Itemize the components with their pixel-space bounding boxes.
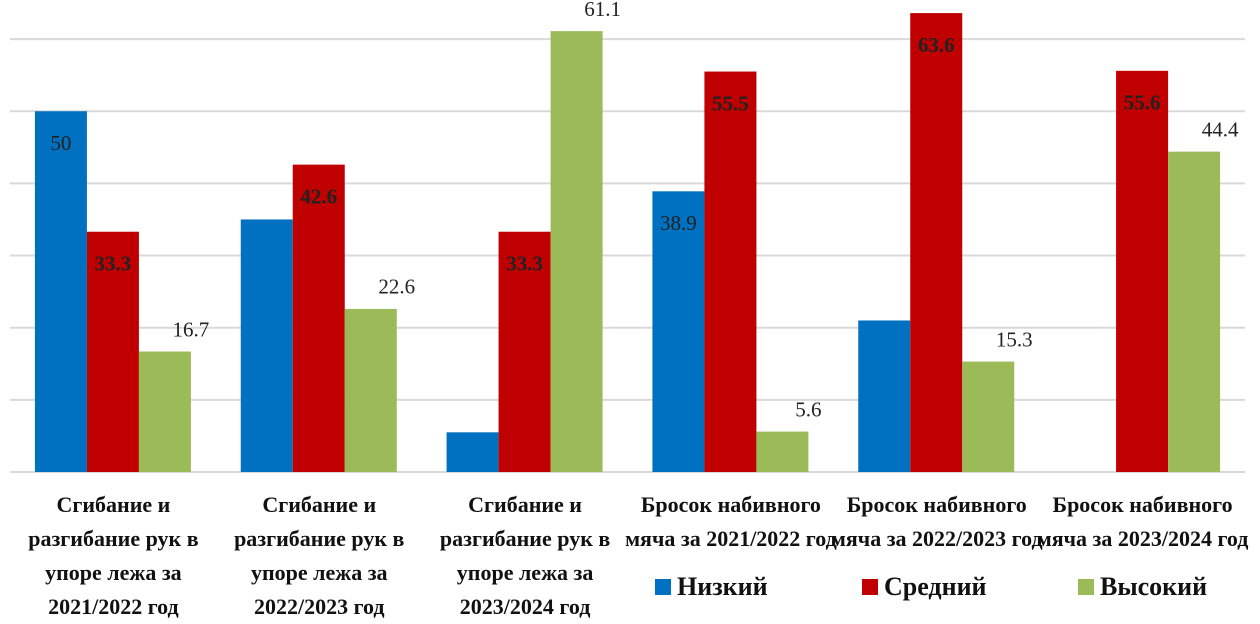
data-label: 5.6: [795, 397, 821, 421]
data-label: 33.3: [506, 252, 543, 276]
data-label: 55.6: [1124, 91, 1161, 115]
bar: [344, 308, 397, 472]
data-label: 38.9: [660, 211, 697, 235]
data-label: 15.3: [996, 327, 1033, 351]
data-label: 22.6: [378, 275, 415, 299]
bar: [446, 432, 499, 472]
x-tick-label: Бросок набивного мяча за 2022/2023 год: [830, 492, 1043, 551]
bar: [1116, 70, 1169, 472]
bar: [962, 361, 1015, 472]
data-label: 33.3: [95, 252, 132, 276]
legend-swatch: [862, 579, 878, 595]
bar: [550, 31, 603, 472]
legend-item: Низкий: [655, 572, 768, 602]
legend-label: Низкий: [677, 572, 768, 601]
data-label: 50: [50, 131, 71, 155]
bar: [138, 351, 191, 472]
bar: [292, 164, 345, 472]
legend-item: Средний: [862, 572, 987, 602]
bar: [858, 320, 911, 472]
bar: [86, 231, 139, 472]
bar: [910, 13, 963, 473]
legend-label: Высокий: [1100, 572, 1208, 601]
bar: [756, 431, 809, 472]
legend-item: Высокий: [1078, 572, 1207, 602]
legend-label: Средний: [884, 572, 987, 601]
x-tick-label: Сгибание и разгибание рук в упоре лежа з…: [28, 492, 199, 619]
bar: [240, 219, 293, 472]
bar: [1168, 151, 1221, 473]
bar: [498, 231, 551, 472]
legend-swatch: [1078, 579, 1094, 595]
x-tick-label: Сгибание и разгибание рук в упоре лежа з…: [234, 492, 405, 619]
x-tick-label: Бросок набивного мяча за 2021/2022 год: [625, 492, 837, 551]
data-label: 55.5: [712, 91, 749, 115]
data-label: 63.6: [918, 33, 955, 57]
bar: [704, 71, 757, 473]
x-tick-label: Сгибание и разгибание рук в упоре лежа з…: [439, 492, 611, 619]
x-tick-label: Бросок набивного мяча за 2023/2024 год: [1036, 492, 1249, 551]
bar: [652, 191, 705, 472]
data-label: 44.4: [1202, 117, 1239, 141]
data-label: 16.7: [173, 317, 210, 341]
legend-swatch: [655, 579, 671, 595]
data-label: 61.1: [584, 0, 621, 21]
bar: [34, 111, 87, 472]
data-label: 42.6: [300, 184, 337, 208]
